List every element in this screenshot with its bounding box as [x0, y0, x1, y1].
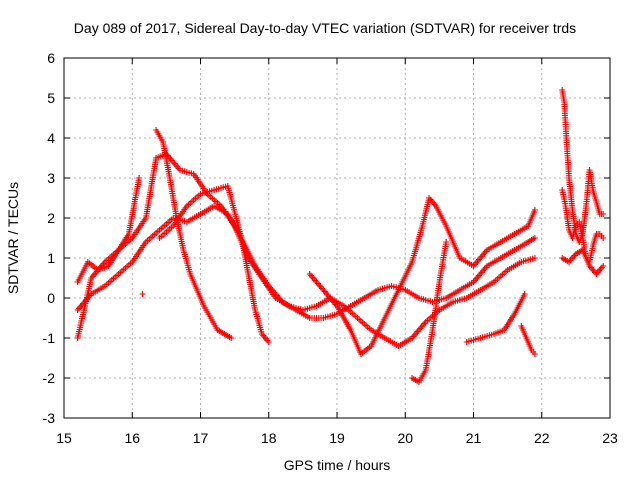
x-tick-label: 16 — [124, 430, 140, 446]
data-point — [600, 235, 607, 241]
series-sat-g — [409, 239, 450, 385]
data-point — [600, 263, 607, 269]
x-tick-label: 23 — [602, 430, 618, 446]
data-point — [443, 239, 450, 245]
x-tick-label: 17 — [193, 430, 209, 446]
y-tick-label: 6 — [47, 50, 55, 66]
series-sat-f — [306, 195, 538, 357]
y-tick-label: 3 — [47, 170, 55, 186]
y-tick-label: 0 — [47, 290, 55, 306]
series-sat-k — [559, 187, 607, 265]
y-tick-label: 2 — [47, 210, 55, 226]
x-axis-label: GPS time / hours — [284, 457, 391, 473]
data-point — [531, 207, 538, 213]
y-tick-label: -3 — [43, 410, 56, 426]
y-tick-label: -1 — [43, 330, 56, 346]
data-point — [521, 291, 528, 297]
data-point — [600, 211, 607, 217]
data-point — [136, 175, 143, 181]
data-point — [139, 291, 146, 297]
data-point — [228, 335, 235, 341]
series-sat-i — [518, 323, 538, 357]
data-point — [531, 351, 538, 357]
x-tick-label: 20 — [397, 430, 413, 446]
x-tick-label: 18 — [261, 430, 277, 446]
x-tick-label: 22 — [534, 430, 550, 446]
data-point — [265, 339, 272, 345]
y-tick-label: 1 — [47, 250, 55, 266]
series-sat-e — [156, 183, 272, 345]
y-axis-label: SDTVAR / TECUs — [5, 182, 21, 294]
x-tick-label: 21 — [466, 430, 482, 446]
series-sat-d — [74, 175, 143, 285]
chart-title: Day 089 of 2017, Sidereal Day-to-day VTE… — [74, 20, 576, 36]
series-sat-b — [74, 151, 538, 349]
data-point — [531, 255, 538, 261]
x-tick-label: 15 — [56, 430, 72, 446]
grid — [64, 58, 610, 418]
y-tick-label: -2 — [43, 370, 56, 386]
data-marks — [74, 87, 607, 385]
series-sat-l — [559, 247, 607, 277]
series-sat-a — [74, 203, 538, 321]
x-tick-label: 19 — [329, 430, 345, 446]
y-tick-label: 5 — [47, 90, 55, 106]
y-tick-label: 4 — [47, 130, 55, 146]
series-sat-c — [153, 127, 235, 341]
data-point — [531, 235, 538, 241]
series-sat-m — [139, 291, 146, 297]
series-sat-h — [463, 291, 528, 345]
